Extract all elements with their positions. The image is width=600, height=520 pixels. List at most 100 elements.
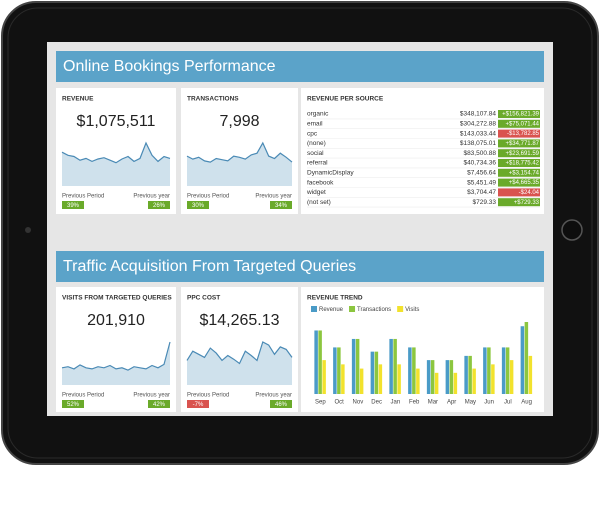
bar	[491, 364, 495, 394]
table-badge-text: -$13,782.85	[507, 131, 540, 137]
legend-label: Visits	[405, 307, 419, 313]
table-amount: $40,734.36	[463, 160, 496, 167]
sparkline	[186, 341, 293, 365]
x-tick-label: Jan	[391, 400, 401, 406]
legend-swatch	[311, 306, 317, 312]
section-title: Traffic Acquisition From Targeted Querie…	[63, 258, 356, 275]
table-badge	[498, 149, 540, 158]
table-badge	[498, 168, 540, 177]
table-badge-text: +$156,821.39	[502, 112, 540, 118]
table-badge	[498, 139, 540, 148]
x-tick-label: Aug	[521, 400, 532, 406]
kpi-value: 7,998	[219, 113, 259, 130]
sparkline	[61, 141, 171, 164]
table-amount: $348,107.84	[460, 111, 497, 118]
badge	[148, 400, 170, 408]
bar	[397, 364, 401, 394]
bar	[487, 347, 491, 394]
badge	[148, 201, 170, 209]
kpi-card	[56, 287, 176, 412]
table-source: facebook	[307, 179, 334, 186]
badge	[187, 400, 209, 408]
x-tick-label: Feb	[409, 400, 420, 406]
bar	[520, 326, 525, 394]
x-tick-label: Mar	[428, 400, 438, 406]
table-source: cpc	[307, 130, 318, 137]
badge-text: 52%	[67, 402, 80, 408]
footer-label: Previous Period	[187, 194, 229, 200]
bar	[445, 360, 450, 394]
bar	[505, 347, 510, 394]
bar	[434, 372, 439, 394]
bar	[449, 360, 454, 394]
section-title: Online Bookings Performance	[63, 58, 276, 75]
sparkline	[186, 141, 293, 163]
x-tick-label: Oct	[334, 400, 344, 406]
bar	[501, 347, 506, 394]
table-badge	[498, 188, 540, 197]
camera	[25, 227, 31, 233]
badge	[62, 201, 84, 209]
table-badge	[498, 178, 540, 187]
section-header	[56, 251, 544, 282]
badge	[270, 201, 292, 209]
table-amount: $3,704.47	[467, 189, 496, 196]
badge-text: 30%	[192, 203, 205, 209]
bar	[472, 368, 476, 394]
footer-label: Previous Period	[62, 194, 104, 200]
table-amount: $143,033.44	[460, 130, 497, 137]
footer-label: Previous Period	[62, 393, 104, 399]
table-badge	[498, 198, 540, 207]
bar	[528, 355, 533, 394]
table-badge-text: +$3,154.74	[509, 170, 540, 176]
bar	[318, 330, 322, 394]
x-tick-label: May	[465, 400, 476, 406]
x-tick-label: Dec	[371, 400, 382, 406]
chart-title: REVENUE TREND	[307, 295, 363, 302]
bar	[314, 330, 318, 394]
table-amount: $7,456.64	[467, 170, 496, 177]
badge-text: -7%	[193, 402, 204, 408]
bar	[416, 368, 420, 394]
table-amount: $304,272.88	[460, 121, 497, 128]
table-badge-text: -$24.04	[519, 190, 540, 196]
bar	[337, 347, 341, 394]
table-source: (none)	[307, 140, 326, 147]
badge-text: 46%	[275, 402, 288, 408]
footer-label: Previous year	[133, 194, 170, 200]
badge-text: 26%	[153, 203, 166, 209]
badge	[187, 201, 209, 209]
bar	[355, 338, 360, 394]
badge-text: 42%	[153, 402, 166, 408]
legend-label: Transactions	[357, 307, 391, 313]
table-source: (not set)	[307, 199, 331, 206]
bar	[408, 347, 412, 394]
table-label: REVENUE PER SOURCE	[307, 96, 384, 103]
bar	[426, 360, 431, 394]
bar	[453, 372, 458, 394]
bar	[464, 355, 468, 394]
x-tick-label: Jul	[504, 400, 512, 406]
bar	[359, 368, 364, 394]
table-source: DynamicDisplay	[307, 170, 354, 177]
footer-label: Previous year	[133, 393, 170, 399]
bar	[370, 351, 375, 394]
table-badge	[498, 119, 540, 128]
table-source: email	[307, 121, 323, 128]
home-button[interactable]	[561, 219, 583, 241]
x-tick-label: Apr	[447, 400, 456, 406]
badge	[270, 400, 292, 408]
table-badge-text: +$4,665.35	[509, 180, 540, 186]
bar	[483, 347, 487, 394]
table-source: referral	[307, 160, 328, 167]
badge	[62, 400, 84, 408]
x-tick-label: Jun	[484, 400, 494, 406]
kpi-label: VISITS FROM TARGETED QUERIES	[62, 295, 172, 302]
legend-label: Revenue	[319, 307, 344, 313]
bar	[393, 338, 397, 394]
kpi-label: PPC COST	[187, 295, 220, 302]
kpi-label: TRANSACTIONS	[187, 96, 239, 103]
badge-text: 39%	[67, 203, 80, 209]
